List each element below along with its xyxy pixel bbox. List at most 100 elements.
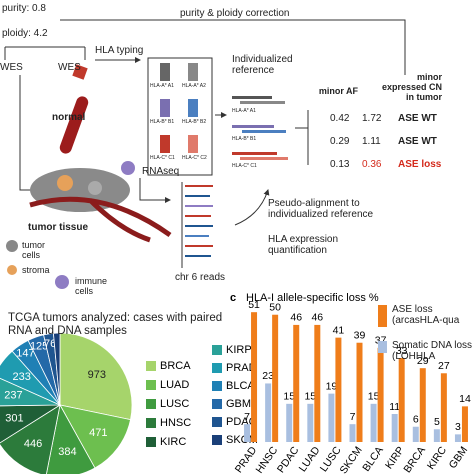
- legend-swatch: [212, 399, 222, 409]
- x-tick-label: SKCM: [338, 444, 365, 474]
- legend-entry: Somatic DNA loss (LOHHLA: [392, 340, 473, 362]
- table-cell: 0.42: [330, 113, 350, 124]
- table-header: minor expressed CN in tumor: [381, 72, 442, 102]
- legend-swatch: [146, 418, 156, 428]
- value-label: 147: [16, 348, 34, 360]
- bar: [391, 414, 398, 442]
- value-label: 384: [58, 446, 76, 458]
- reference-reads: [232, 96, 288, 160]
- panel-letter: c: [230, 292, 236, 304]
- hla-box: [147, 57, 213, 176]
- x-tick-label: KIRC: [425, 444, 449, 472]
- wes: WES: [0, 62, 23, 73]
- bar: [419, 368, 426, 442]
- legend-swatch: [146, 399, 156, 409]
- value-label: 15: [304, 391, 316, 403]
- bar: [454, 434, 461, 442]
- bar: [286, 403, 293, 442]
- value-label: 15: [283, 391, 295, 403]
- ploidy: ploidy: 4.2: [2, 28, 48, 39]
- value-label: 27: [438, 360, 450, 372]
- hla-typing: HLA typing: [95, 45, 144, 56]
- value-label: 471: [89, 427, 107, 439]
- pseudo: Pseudo-alignment to individualized refer…: [268, 198, 374, 220]
- bar: [335, 337, 342, 442]
- legend-swatch: [378, 341, 387, 353]
- value-label: 125: [30, 341, 48, 353]
- value-label: 3: [455, 421, 461, 433]
- value-label: 29: [417, 355, 429, 367]
- pie-slice: [0, 404, 62, 444]
- legend-label: GBM: [226, 398, 251, 410]
- legend-label: BLCA: [226, 380, 255, 392]
- chr6: chr 6 reads: [175, 272, 226, 283]
- value-label: 14: [459, 393, 471, 405]
- bar: [461, 406, 468, 442]
- read-label: HLA-B* B1: [232, 136, 257, 142]
- table-cell: 1.11: [362, 136, 381, 147]
- legend-swatch: [378, 305, 387, 327]
- pie-slice: [46, 403, 96, 474]
- value-label: 46: [311, 312, 323, 324]
- allele: HLA-C* C2: [182, 155, 207, 161]
- legend-label: BRCA: [160, 360, 191, 372]
- value-label: 237: [4, 389, 22, 401]
- value-label: 5: [434, 416, 440, 428]
- bar: [412, 426, 419, 442]
- table-cell: 0.29: [330, 136, 350, 147]
- legend-entry: ASE loss (arcasHLA-qua: [392, 304, 460, 326]
- pie-slice: [59, 404, 131, 469]
- value-label: 973: [88, 369, 106, 381]
- value-label: 76: [44, 338, 56, 350]
- read-label: HLA-C* C1: [232, 163, 257, 169]
- table-cell: 0.13: [330, 159, 350, 170]
- value-label: 7: [350, 411, 356, 423]
- pie-slice: [0, 404, 61, 474]
- pie-slice: [53, 332, 61, 406]
- table-cell: 1.72: [362, 113, 382, 124]
- legend-label: HNSC: [160, 417, 191, 429]
- value-label: 19: [326, 380, 338, 392]
- value-label: 11: [389, 401, 400, 413]
- value-label: 50: [269, 302, 281, 314]
- bar: [251, 312, 258, 442]
- x-tick-label: GBM: [447, 444, 471, 470]
- hla-icons: [160, 63, 198, 153]
- x-tick-label: BLCA: [360, 444, 386, 473]
- tumor-tissue: [6, 161, 172, 289]
- x-tick-label: BRCA: [401, 444, 428, 474]
- value-label: 15: [368, 391, 380, 403]
- correction: purity & ploidy correction: [180, 8, 290, 19]
- legend-label: PRAD: [226, 362, 257, 374]
- allele: HLA-C* C1: [150, 155, 175, 161]
- bar-title: HLA-I allele-specific loss %: [246, 292, 379, 304]
- value-label: 41: [333, 324, 345, 336]
- value-label: 33: [396, 345, 408, 357]
- legend-label: LUSC: [160, 398, 189, 410]
- rnaseq: RNAseq: [142, 166, 180, 177]
- bar: [433, 429, 440, 442]
- value-label: 6: [413, 414, 419, 426]
- table-cell: ASE WT: [398, 113, 437, 124]
- quant: HLA expression quantification: [268, 234, 339, 256]
- reference: Individualized reference: [232, 54, 293, 76]
- value-label: 446: [24, 438, 42, 450]
- chr6-reads: [181, 182, 213, 268]
- legend-label: KIRC: [160, 436, 186, 448]
- x-tick-label: PDAC: [275, 444, 302, 474]
- legend-swatch: [146, 361, 156, 371]
- value-label: 23: [262, 370, 274, 382]
- bar: [314, 324, 321, 442]
- bar: [293, 324, 300, 442]
- x-tick-label: LUAD: [297, 444, 323, 474]
- value-label: 46: [290, 312, 302, 324]
- bar: [370, 403, 377, 442]
- read-label: HLA-A* A1: [232, 108, 256, 114]
- legend-label: stroma: [22, 265, 50, 275]
- value-label: 7: [244, 411, 250, 423]
- bar: [398, 358, 405, 442]
- bar: [328, 393, 335, 442]
- pie-title: TCGA tumors analyzed: cases with paired …: [8, 312, 223, 337]
